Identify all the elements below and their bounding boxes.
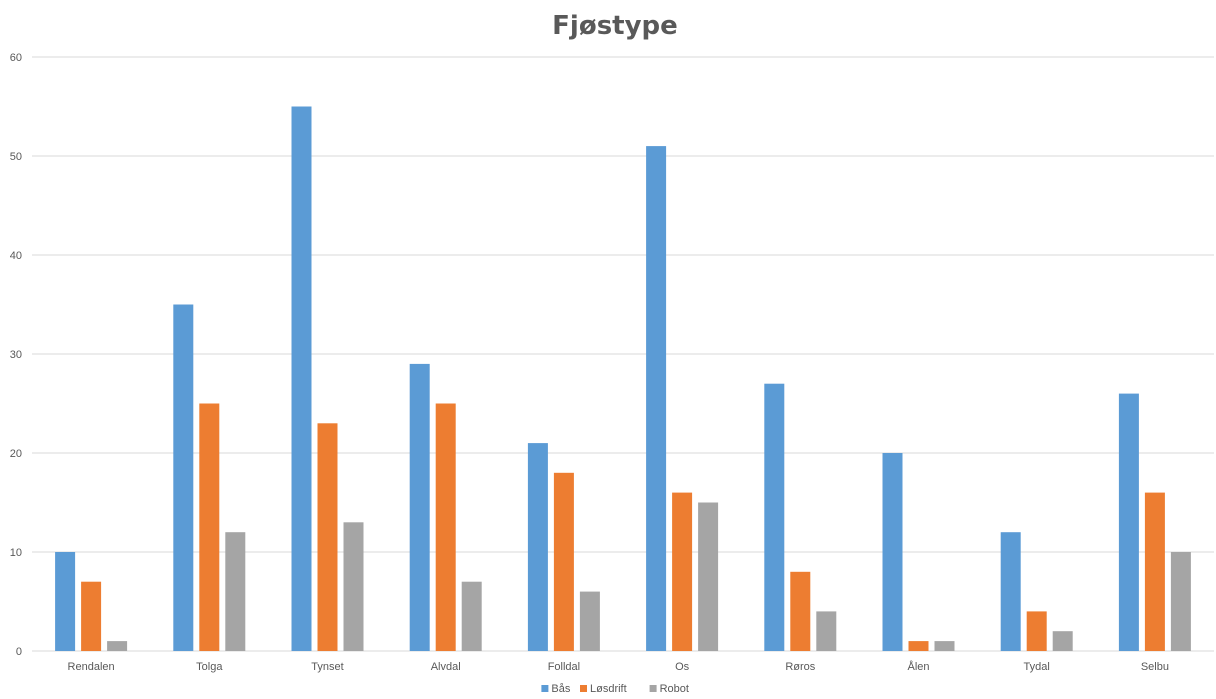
bar-bås-alvdal [409,363,430,651]
y-tick-label: 50 [10,151,22,163]
bar-løsdrift-ålen [908,641,929,651]
x-tick-label: Rendalen [68,661,115,673]
bar-robot-ålen [934,641,955,651]
bar-robot-folldal [579,591,600,651]
x-axis-ticks: Rendalen Tolga Tynset Alvdal Folldal Os Røros Å… [68,660,1169,673]
x-tick-label: Selbu [1141,661,1169,673]
bar-bås-tydal [1000,532,1021,651]
legend: Bås Løsdrift Robot [541,683,689,695]
bar-robot-selbu [1170,552,1191,651]
legend-label: Bås [551,683,570,695]
x-tick-label: Ålen [907,660,929,673]
legend-swatch [580,685,587,692]
bar-bås-ålen [882,453,903,651]
x-tick-label: Alvdal [431,661,461,673]
x-tick-label: Tolga [196,661,223,673]
x-tick-label: Røros [785,661,815,673]
y-tick-label: 20 [10,448,22,460]
chart-title: Fjøstype [552,11,678,41]
bar-løsdrift-tydal [1026,611,1047,651]
legend-swatch [541,685,549,692]
bar-løsdrift-rendalen [81,581,102,651]
legend-label: Robot [660,683,689,695]
bar-løsdrift-røros [790,571,811,651]
bar-bås-selbu [1118,393,1139,651]
bar-løsdrift-os [672,492,693,651]
bar-løsdrift-tolga [199,403,220,651]
x-tick-label: Folldal [548,661,580,673]
bar-robot-tynset [343,522,364,651]
bar-robot-os [698,502,719,651]
bar-robot-tydal [1052,631,1073,651]
bars [55,106,1191,651]
y-tick-label: 10 [10,547,22,559]
bar-løsdrift-alvdal [435,403,456,651]
legend-swatch [649,685,657,692]
y-tick-label: 40 [10,250,22,262]
y-tick-label: 30 [10,349,22,361]
bar-løsdrift-selbu [1144,492,1165,651]
x-tick-label: Tydal [1024,661,1050,673]
bar-løsdrift-tynset [317,423,338,651]
bar-robot-tolga [225,532,246,651]
bar-bås-røros [764,383,785,651]
y-tick-label: 0 [16,646,22,658]
bar-robot-rendalen [107,641,128,651]
bar-robot-røros [816,611,837,651]
x-tick-label: Tynset [311,661,343,673]
bar-robot-alvdal [461,581,482,651]
bar-bås-folldal [527,443,548,651]
legend-label: Løsdrift [590,683,627,695]
bar-bås-tynset [291,106,312,651]
bar-løsdrift-folldal [553,472,574,651]
bar-bås-rendalen [55,552,76,651]
x-tick-label: Os [675,661,690,673]
bar-bås-os [646,146,667,651]
bar-bås-tolga [173,304,194,651]
y-axis-ticks: 0 10 20 30 40 50 60 [10,52,22,658]
y-tick-label: 60 [10,52,22,64]
